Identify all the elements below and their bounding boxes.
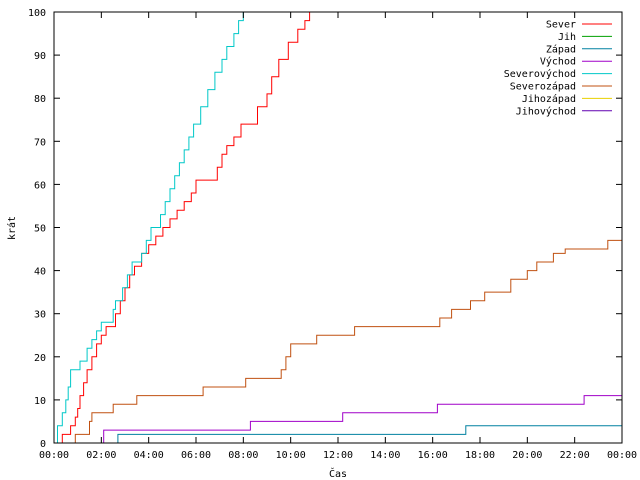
y-tick-label: 0	[40, 439, 46, 450]
legend-label-severovychod: Severovýchod	[504, 68, 576, 80]
legend-label-zapad: Západ	[546, 43, 576, 55]
x-tick-label: 00:00	[39, 450, 69, 461]
x-tick-label: 14:00	[370, 450, 400, 461]
x-axis: 00:00 02:00 04:00 06:00 08:00 10:00 12:00 14:00…	[39, 12, 637, 461]
x-tick-label: 10:00	[276, 450, 306, 461]
x-tick-label: 12:00	[323, 450, 353, 461]
y-axis-label: krát	[6, 216, 18, 240]
y-axis: 0 10 20 30 40 50 60 70 80 90 100	[28, 8, 622, 450]
legend-label-jihovychod: Jihovýchod	[516, 105, 576, 117]
y-tick-label: 70	[34, 137, 46, 148]
series-line-vychod	[103, 395, 622, 443]
x-tick-label: 04:00	[134, 450, 164, 461]
legend-label-jih: Jih	[558, 32, 576, 43]
y-tick-label: 20	[34, 353, 46, 364]
x-tick-label: 22:00	[560, 450, 590, 461]
series-line-severovychod	[57, 12, 244, 443]
y-tick-label: 100	[28, 8, 46, 19]
series-line-sever	[61, 12, 311, 443]
x-axis-label: Čas	[329, 467, 347, 480]
series-line-severozapad	[74, 239, 622, 443]
y-tick-label: 40	[34, 267, 46, 278]
legend-label-sever: Sever	[546, 20, 576, 31]
y-tick-label: 90	[34, 51, 46, 62]
y-tick-label: 30	[34, 310, 46, 321]
y-tick-label: 10	[34, 396, 46, 407]
y-tick-label: 60	[34, 180, 46, 191]
legend-label-severozapad: Severozápad	[510, 81, 576, 93]
legend-label-vychod: Východ	[540, 56, 576, 68]
x-tick-label: 08:00	[228, 450, 258, 461]
series-line-zapad	[117, 425, 622, 443]
x-tick-label: 00:00	[607, 450, 637, 461]
x-tick-label: 16:00	[418, 450, 448, 461]
x-tick-label: 20:00	[512, 450, 542, 461]
x-tick-label: 02:00	[86, 450, 116, 461]
plot-lines	[57, 12, 622, 443]
y-tick-label: 50	[34, 224, 46, 235]
y-tick-label: 80	[34, 94, 46, 105]
legend: SeverJihZápadVýchodSeverovýchodSeverozáp…	[504, 20, 612, 117]
x-tick-label: 06:00	[181, 450, 211, 461]
x-tick-label: 18:00	[465, 450, 495, 461]
legend-label-jihozapad: Jihozápad	[522, 93, 576, 105]
